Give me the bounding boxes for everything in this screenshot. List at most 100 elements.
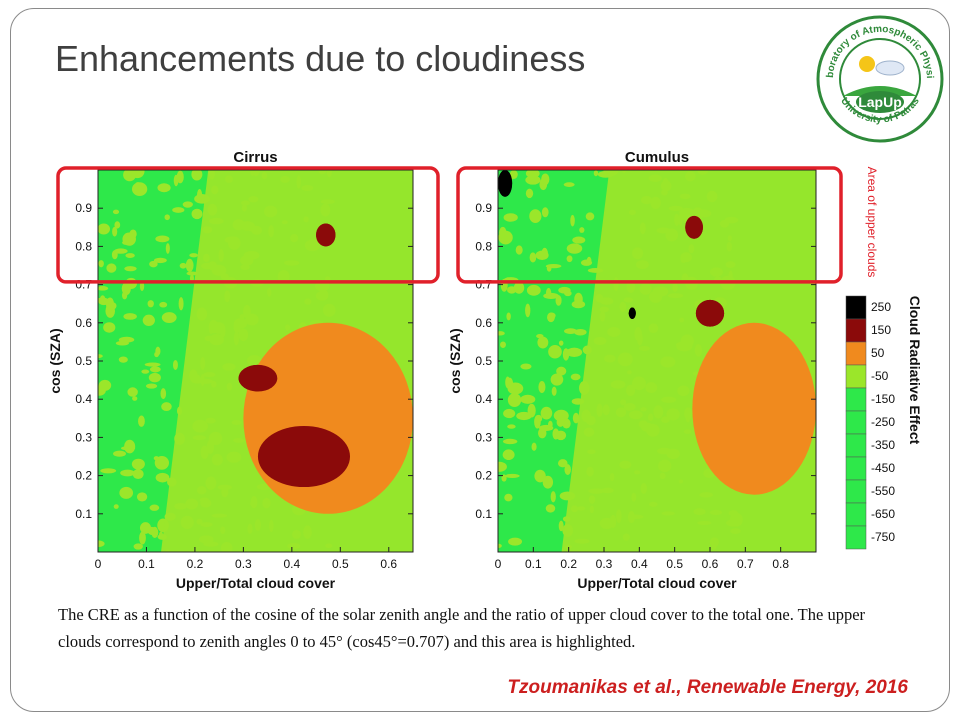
texture-blob: [542, 475, 554, 489]
colorbar-tick-label: -250: [871, 415, 895, 429]
texture-blob: [529, 209, 542, 223]
texture-blob: [131, 182, 148, 196]
texture-blob: [191, 208, 203, 220]
x-tick-label: 0.2: [560, 557, 577, 571]
texture-blob: [558, 340, 564, 346]
texture-blob: [566, 243, 583, 254]
panel-title: Cirrus: [233, 149, 277, 166]
texture-blob: [545, 504, 556, 513]
texture-blob: [106, 263, 117, 273]
texture-blob: [498, 331, 505, 336]
texture-blob: [572, 412, 580, 424]
colorbar-tick-label: -750: [871, 530, 895, 544]
contour-core-250: [498, 170, 513, 197]
texture-blob: [563, 182, 575, 187]
colorbar-swatch: [845, 502, 867, 527]
y-tick-label: 0.7: [75, 278, 92, 292]
y-tick-label: 0.8: [475, 239, 492, 253]
colorbar-tick-label: 50: [871, 346, 885, 360]
texture-blob: [144, 362, 161, 367]
texture-blob: [124, 439, 136, 454]
x-tick-label: 0.5: [666, 557, 683, 571]
contour-core-150: [238, 364, 278, 392]
y-tick-label: 0.5: [475, 354, 492, 368]
contour-core-150: [695, 299, 725, 327]
texture-blob: [502, 438, 518, 445]
texture-blob: [525, 175, 541, 185]
texture-blob: [120, 469, 135, 477]
y-tick-label: 0.9: [75, 201, 92, 215]
texture-blob: [504, 493, 513, 502]
texture-blob: [526, 284, 541, 296]
texture-blob: [562, 418, 571, 429]
x-tick-label: 0.4: [284, 557, 301, 571]
colorbar-tick-label: -50: [871, 369, 889, 383]
contour-core-150: [257, 425, 350, 488]
texture-blob: [133, 543, 143, 550]
texture-blob: [159, 301, 168, 308]
texture-blob: [525, 303, 531, 318]
texture-blob: [572, 236, 586, 244]
texture-blob: [513, 281, 525, 294]
texture-blob: [525, 170, 540, 179]
texture-blob: [503, 213, 518, 222]
texture-blob: [557, 459, 568, 468]
texture-blob: [534, 469, 546, 483]
x-tick-label: 0.7: [737, 557, 754, 571]
texture-blob: [122, 232, 136, 246]
colorbar-swatch: [845, 295, 867, 320]
y-axis-title: cos (SZA): [447, 328, 463, 393]
texture-blob: [585, 212, 595, 221]
texture-blob: [149, 366, 161, 373]
texture-blob: [164, 214, 170, 221]
texture-blob: [112, 226, 118, 237]
texture-blob: [113, 504, 119, 509]
texture-blob: [570, 214, 575, 227]
colorbar-tick-label: 150: [871, 323, 891, 337]
x-tick-label: 0.6: [380, 557, 397, 571]
texture-blob: [111, 250, 118, 260]
texture-blob: [161, 312, 177, 324]
texture-blob: [99, 295, 106, 305]
texture-blob: [148, 372, 161, 383]
texture-blob: [566, 347, 583, 357]
texture-blob: [138, 415, 145, 427]
texture-blob: [529, 252, 537, 263]
texture-blob: [502, 449, 515, 461]
texture-blob: [153, 257, 167, 264]
texture-blob: [550, 491, 556, 503]
x-tick-label: 0.1: [525, 557, 542, 571]
texture-blob: [546, 287, 552, 298]
texture-blob: [570, 373, 581, 381]
texture-blob: [535, 250, 549, 261]
texture-blob: [566, 255, 573, 263]
x-tick-label: 0.8: [772, 557, 789, 571]
texture-blob: [176, 170, 184, 184]
texture-blob: [139, 522, 152, 534]
x-axis-title: Upper/Total cloud cover: [176, 575, 336, 591]
texture-blob: [498, 543, 502, 548]
texture-blob: [147, 300, 154, 308]
texture-blob: [564, 328, 578, 334]
texture-blob: [98, 260, 104, 268]
texture-blob: [161, 402, 172, 412]
texture-blob: [558, 520, 564, 532]
logo-badge-text: LapUp: [858, 94, 902, 110]
texture-blob: [574, 328, 587, 336]
y-tick-label: 0.9: [475, 201, 492, 215]
texture-blob: [508, 537, 523, 546]
texture-blob: [593, 170, 599, 177]
texture-blob: [139, 531, 146, 545]
texture-blob: [179, 262, 187, 269]
texture-blob: [131, 458, 145, 470]
x-tick-label: 0.1: [138, 557, 155, 571]
texture-blob: [498, 461, 507, 472]
y-tick-label: 0.5: [75, 354, 92, 368]
texture-blob: [178, 297, 184, 311]
x-tick-label: 0.6: [702, 557, 719, 571]
texture-blob: [157, 183, 171, 193]
texture-blob: [186, 271, 198, 276]
x-tick-label: 0.5: [332, 557, 349, 571]
y-tick-label: 0.3: [475, 430, 492, 444]
cre-chart-figure: 0 0.1 0.2 0.3 0.4 0.5 0.6 0.1 0.2 0.3 0.4 0.5 0.6 0.7…: [47, 149, 923, 591]
